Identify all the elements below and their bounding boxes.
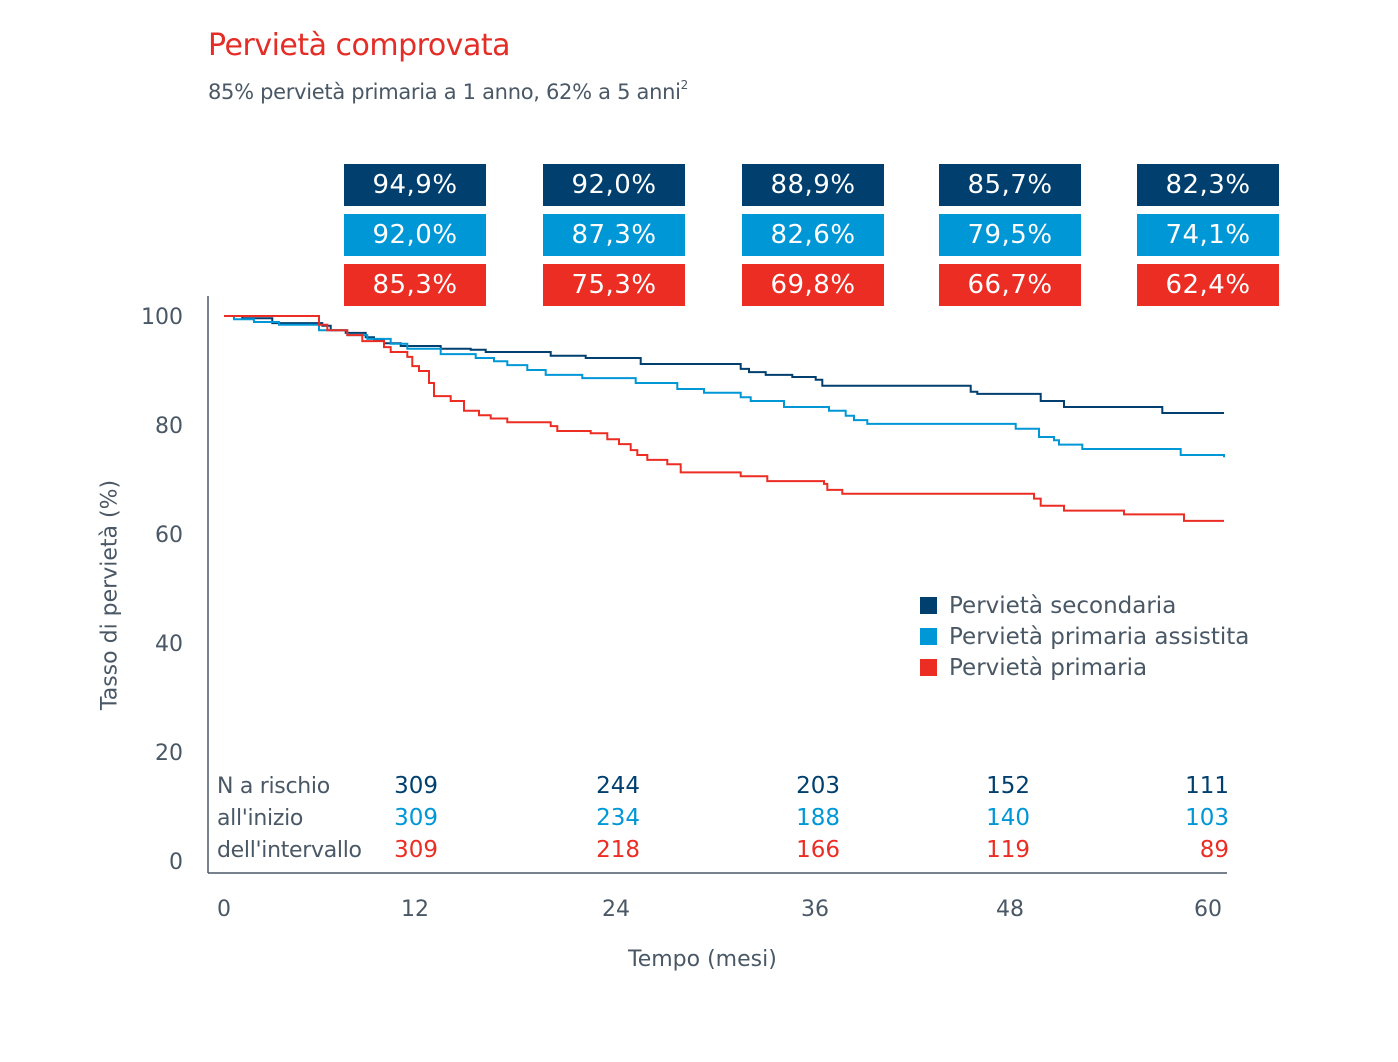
milestone-box-secondary: 88,9% <box>742 164 884 206</box>
legend: Pervietà secondaria Pervietà primaria as… <box>920 590 1249 683</box>
x-tick-label: 0 <box>217 897 231 922</box>
milestone-box-assisted: 79,5% <box>939 214 1081 256</box>
subtitle-text: 85% pervietà primaria a 1 anno, 62% a 5 … <box>208 80 681 104</box>
risk-value-secondary: 244 <box>596 773 640 799</box>
risk-table-label-3: dell'intervallo <box>217 838 362 863</box>
legend-swatch-primary <box>920 659 937 676</box>
x-axis-label: Tempo (mesi) <box>628 947 777 972</box>
risk-value-assisted: 188 <box>796 805 840 831</box>
milestone-box-assisted: 92,0% <box>344 214 486 256</box>
y-tick-label: 80 <box>155 414 183 439</box>
risk-value-assisted: 234 <box>596 805 640 831</box>
milestone-box-primary: 75,3% <box>543 264 685 306</box>
milestone-box-primary: 66,7% <box>939 264 1081 306</box>
risk-table-label-2: all'inizio <box>217 806 304 831</box>
x-tick-label: 12 <box>401 897 429 922</box>
risk-value-secondary: 111 <box>1185 773 1229 799</box>
milestone-box-primary: 62,4% <box>1137 264 1279 306</box>
legend-item-assisted: Pervietà primaria assistita <box>920 621 1249 652</box>
series-line-secondary <box>224 315 1224 414</box>
legend-label: Pervietà primaria <box>949 654 1148 681</box>
legend-label: Pervietà primaria assistita <box>949 623 1250 650</box>
milestone-box-secondary: 82,3% <box>1137 164 1279 206</box>
y-axis-label: Tasso di pervietà (%) <box>97 479 123 711</box>
milestone-box-assisted: 87,3% <box>543 214 685 256</box>
risk-value-assisted: 140 <box>986 805 1030 831</box>
milestone-box-assisted: 82,6% <box>742 214 884 256</box>
legend-swatch-secondary <box>920 597 937 614</box>
y-tick-label: 0 <box>169 850 183 875</box>
footnote-ref: 2 <box>680 78 689 92</box>
y-tick-label: 40 <box>155 632 183 657</box>
milestone-box-secondary: 92,0% <box>543 164 685 206</box>
risk-value-assisted: 309 <box>394 805 438 831</box>
risk-value-primary: 89 <box>1199 837 1229 863</box>
milestone-box-assisted: 74,1% <box>1137 214 1279 256</box>
legend-swatch-assisted <box>920 628 937 645</box>
risk-value-primary: 119 <box>986 837 1030 863</box>
legend-label: Pervietà secondaria <box>949 592 1177 619</box>
milestone-box-primary: 85,3% <box>344 264 486 306</box>
risk-value-secondary: 203 <box>796 773 840 799</box>
milestone-box-secondary: 94,9% <box>344 164 486 206</box>
x-tick-label: 60 <box>1194 897 1222 922</box>
milestone-box-primary: 69,8% <box>742 264 884 306</box>
series-line-primary <box>224 315 1224 522</box>
x-tick-label: 48 <box>996 897 1024 922</box>
legend-item-secondary: Pervietà secondaria <box>920 590 1249 621</box>
chart-subtitle: 85% pervietà primaria a 1 anno, 62% a 5 … <box>208 78 689 104</box>
risk-value-secondary: 152 <box>986 773 1030 799</box>
y-tick-label: 100 <box>141 305 183 330</box>
milestone-box-secondary: 85,7% <box>939 164 1081 206</box>
x-tick-label: 24 <box>602 897 630 922</box>
legend-item-primary: Pervietà primaria <box>920 652 1249 683</box>
y-tick-label: 20 <box>155 741 183 766</box>
y-tick-label: 60 <box>155 523 183 548</box>
risk-value-primary: 166 <box>796 837 840 863</box>
x-tick-label: 36 <box>801 897 829 922</box>
chart-title: Pervietà comprovata <box>208 28 510 63</box>
risk-value-assisted: 103 <box>1185 805 1229 831</box>
risk-value-primary: 309 <box>394 837 438 863</box>
risk-value-secondary: 309 <box>394 773 438 799</box>
risk-table-label-1: N a rischio <box>217 774 330 799</box>
risk-value-primary: 218 <box>596 837 640 863</box>
